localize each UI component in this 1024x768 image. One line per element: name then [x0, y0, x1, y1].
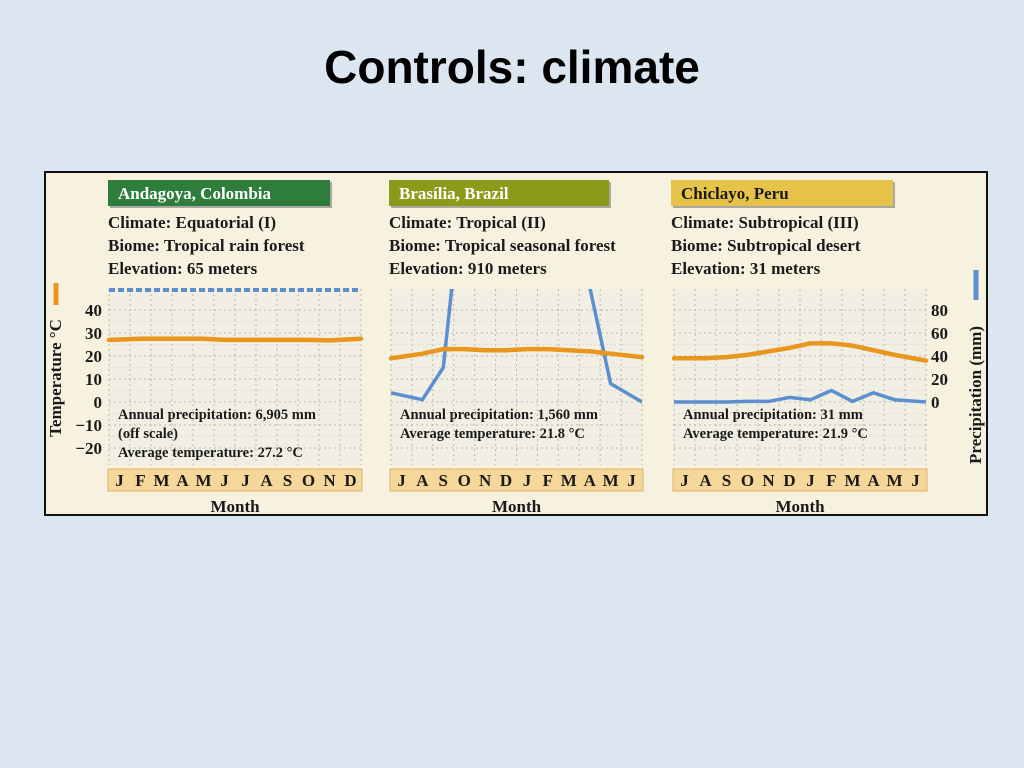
- precipitation-axis-label: Precipitation (mm): [966, 326, 985, 464]
- month-tick-label: F: [543, 471, 553, 490]
- month-band: [107, 468, 363, 492]
- location-header: [389, 180, 609, 206]
- chart-panel-1: Andagoya, Colombia Climate: Equatorial (I…: [106, 180, 364, 516]
- climate-info-line: Climate: Equatorial (I): [108, 213, 276, 232]
- month-tick-label: J: [397, 471, 406, 490]
- precipitation-tick-label: 40: [931, 347, 948, 366]
- month-tick-label: S: [439, 471, 448, 490]
- month-tick-label: S: [722, 471, 731, 490]
- temperature-tick-label: 20: [85, 347, 102, 366]
- climate-info-line: Biome: Tropical seasonal forest: [389, 236, 616, 255]
- annotation-text: Annual precipitation: 31 mm: [683, 407, 863, 423]
- month-tick-label: O: [741, 471, 754, 490]
- location-header: [671, 180, 893, 206]
- month-tick-label: J: [680, 471, 689, 490]
- annotation-text: Average temperature: 21.8 °C: [400, 426, 585, 442]
- month-tick-label: M: [886, 471, 902, 490]
- annotation-text: Average temperature: 21.9 °C: [683, 426, 868, 442]
- month-tick-label: J: [523, 471, 532, 490]
- annotation-text: Annual precipitation: 6,905 mm: [118, 407, 316, 423]
- x-axis-label: Month: [492, 497, 542, 516]
- month-tick-label: A: [416, 471, 429, 490]
- month-tick-label: M: [195, 471, 211, 490]
- month-tick-label: A: [584, 471, 597, 490]
- temperature-tick-label: 10: [85, 370, 102, 389]
- temperature-tick-label: 30: [85, 324, 102, 343]
- temperature-axis-label: Temperature °C: [46, 319, 65, 437]
- annotation-text: Average temperature: 27.2 °C: [118, 445, 303, 461]
- temperature-tick-label: −10: [75, 416, 102, 435]
- location-name: Andagoya, Colombia: [118, 184, 272, 203]
- month-tick-label: N: [479, 471, 492, 490]
- month-tick-label: D: [344, 471, 356, 490]
- temperature-line: [106, 336, 364, 343]
- month-tick-label: J: [115, 471, 124, 490]
- month-tick-label: M: [844, 471, 860, 490]
- month-tick-label: O: [458, 471, 471, 490]
- climate-figure: Andagoya, Colombia Climate: Equatorial (I…: [44, 171, 988, 516]
- month-tick-label: M: [561, 471, 577, 490]
- climate-info-line: Biome: Tropical rain forest: [108, 236, 305, 255]
- month-tick-label: J: [220, 471, 229, 490]
- chart-panel-3: Chiclayo, Peru Climate: Subtropical (III)…: [671, 180, 929, 516]
- temperature-line: [388, 346, 645, 361]
- month-tick-label: D: [500, 471, 512, 490]
- precipitation-line: [674, 388, 926, 404]
- annotation-text: (off scale): [118, 426, 178, 442]
- month-tick-label: A: [260, 471, 273, 490]
- slide-title: Controls: climate: [324, 41, 700, 93]
- month-tick-label: J: [806, 471, 815, 490]
- month-tick-label: J: [627, 471, 636, 490]
- month-tick-label: N: [762, 471, 775, 490]
- chart-panel-2: Brasília, Brazil Climate: Tropical (II) Bi…: [388, 180, 645, 516]
- climate-info-line: Climate: Tropical (II): [389, 213, 546, 232]
- climate-info-line: Elevation: 31 meters: [671, 259, 821, 278]
- month-tick-label: A: [699, 471, 712, 490]
- month-band: [672, 468, 928, 492]
- climate-info-line: Climate: Subtropical (III): [671, 213, 859, 232]
- plot-area: [390, 289, 643, 465]
- precipitation-line: [391, 289, 642, 404]
- month-tick-label: M: [153, 471, 169, 490]
- location-name: Brasília, Brazil: [399, 184, 509, 203]
- month-tick-label: F: [826, 471, 836, 490]
- climate-info-line: Elevation: 910 meters: [389, 259, 547, 278]
- temperature-tick-label: 0: [94, 393, 103, 412]
- temperature-tick-label: 40: [85, 301, 102, 320]
- plot-area: [673, 289, 927, 465]
- precipitation-tick-label: 60: [931, 324, 948, 343]
- month-tick-label: A: [867, 471, 880, 490]
- temperature-tick-label: −20: [75, 439, 102, 458]
- month-tick-label: O: [302, 471, 315, 490]
- month-tick-label: J: [241, 471, 250, 490]
- month-tick-label: F: [135, 471, 145, 490]
- month-tick-label: J: [911, 471, 920, 490]
- climate-info-line: Elevation: 65 meters: [108, 259, 258, 278]
- x-axis-label: Month: [775, 497, 825, 516]
- x-axis-label: Month: [210, 497, 260, 516]
- precipitation-tick-label: 0: [931, 393, 940, 412]
- location-header: [108, 180, 330, 206]
- month-tick-label: S: [283, 471, 292, 490]
- month-band: [389, 468, 644, 492]
- precipitation-tick-label: 80: [931, 301, 948, 320]
- annotation-text: Annual precipitation: 1,560 mm: [400, 407, 598, 423]
- climate-charts: Andagoya, Colombia Climate: Equatorial (I…: [46, 180, 985, 516]
- month-tick-label: M: [603, 471, 619, 490]
- plot-area: [108, 289, 362, 465]
- temperature-line: [671, 341, 929, 363]
- location-name: Chiclayo, Peru: [681, 184, 789, 203]
- month-tick-label: D: [783, 471, 795, 490]
- climate-info-line: Biome: Subtropical desert: [671, 236, 861, 255]
- precipitation-tick-label: 20: [931, 370, 948, 389]
- month-tick-label: N: [323, 471, 336, 490]
- month-tick-label: A: [176, 471, 189, 490]
